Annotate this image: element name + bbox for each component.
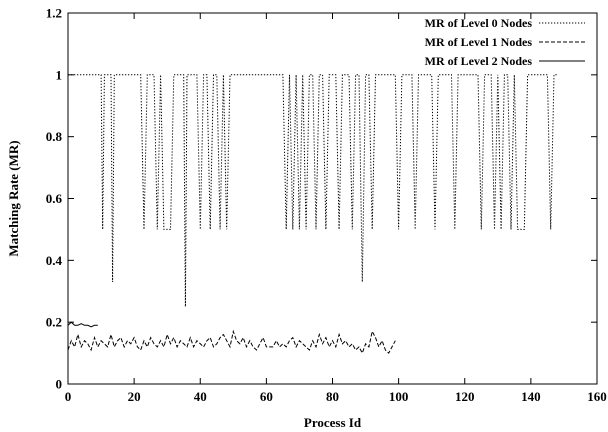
x-tick-label: 80 <box>326 389 339 404</box>
x-axis-title: Process Id <box>304 415 362 430</box>
axis-ticks: 0 20 40 60 80 100 120 140 160 0 0.2 0.4 0.6 0.8 1 1.2 <box>46 6 607 405</box>
x-tick-label: 120 <box>455 389 475 404</box>
x-tick-label: 140 <box>521 389 541 404</box>
legend: MR of Level 0 Nodes MR of Level 1 Nodes MR… <box>425 16 585 68</box>
series-line-mr-of-level-2-nodes <box>67 321 98 328</box>
legend-label: MR of Level 1 Nodes <box>425 35 533 49</box>
series-layer <box>67 74 558 355</box>
y-tick-label: 0.4 <box>46 253 63 268</box>
x-tick-label: 40 <box>194 389 207 404</box>
y-axis-title: Matching Rate (MR) <box>6 140 21 256</box>
x-tick-label: 60 <box>260 389 273 404</box>
x-tick-label: 0 <box>65 389 72 404</box>
legend-label: MR of Level 0 Nodes <box>425 16 533 30</box>
y-tick-label: 0.8 <box>46 129 63 144</box>
x-tick-label: 20 <box>128 389 141 404</box>
series-line-mr-of-level-1-nodes <box>67 329 396 355</box>
y-tick-label: 1.2 <box>46 6 62 21</box>
series-line-mr-of-level-0-nodes <box>68 74 558 307</box>
legend-label: MR of Level 2 Nodes <box>425 54 533 68</box>
y-tick-label: 0 <box>56 377 63 392</box>
x-tick-label: 100 <box>389 389 409 404</box>
x-tick-label: 160 <box>587 389 607 404</box>
y-tick-label: 0.2 <box>46 315 62 330</box>
y-tick-label: 1 <box>56 67 63 82</box>
y-tick-label: 0.6 <box>46 191 63 206</box>
